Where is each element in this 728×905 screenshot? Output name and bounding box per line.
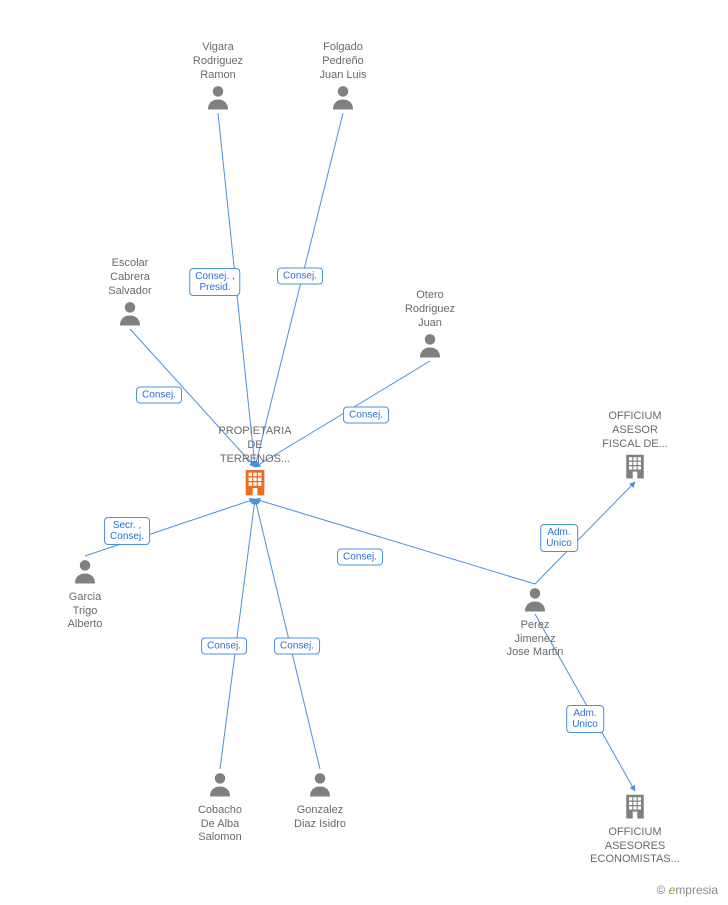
node-label-line: TERRENOS... bbox=[195, 453, 315, 467]
person-node-otero[interactable]: OteroRodriguezJuan bbox=[370, 289, 490, 365]
company-node-center[interactable]: PROPIETARIADETERRENOS... bbox=[195, 425, 315, 503]
edge-line bbox=[255, 499, 535, 584]
building-icon bbox=[620, 451, 650, 486]
edge-label-line: Consej. bbox=[280, 641, 314, 652]
node-label-line: FISCAL DE... bbox=[575, 438, 695, 452]
node-label-line: OFFICIUM bbox=[575, 410, 695, 424]
node-label-line: DE bbox=[195, 439, 315, 453]
company-node-officium_fiscal[interactable]: OFFICIUMASESORFISCAL DE... bbox=[575, 410, 695, 486]
edge-label: Consej. bbox=[343, 407, 389, 424]
edge-label-line: Secr. , bbox=[110, 520, 144, 531]
node-label-line: Salomon bbox=[160, 831, 280, 845]
edge-label: Adm.Unico bbox=[540, 524, 578, 552]
node-label-line: Juan Luis bbox=[283, 69, 403, 83]
person-node-folgado[interactable]: FolgadoPedreñoJuan Luis bbox=[283, 41, 403, 117]
edge-label-line: Consej. , bbox=[195, 271, 234, 282]
node-label-line: Escolar bbox=[70, 257, 190, 271]
person-node-garcia[interactable]: GarciaTrigoAlberto bbox=[25, 556, 145, 632]
company-node-officium_econ[interactable]: OFFICIUMASESORESECONOMISTAS... bbox=[575, 791, 695, 867]
node-label-line: Jose Martin bbox=[475, 646, 595, 660]
node-label-line: OFFICIUM bbox=[575, 826, 695, 840]
node-label-line: ECONOMISTAS... bbox=[575, 853, 695, 867]
edge-label-line: Adm. bbox=[572, 708, 598, 719]
person-icon bbox=[305, 769, 335, 804]
copyright-symbol: © bbox=[656, 883, 665, 897]
edge-line bbox=[255, 499, 320, 769]
person-icon bbox=[115, 298, 145, 333]
node-label-line: Salvador bbox=[70, 285, 190, 299]
node-label-line: Pedreño bbox=[283, 55, 403, 69]
person-icon bbox=[520, 584, 550, 619]
brand-rest: mpresia bbox=[675, 883, 718, 897]
node-label-line: Cabrera bbox=[70, 271, 190, 285]
edge-label: Secr. ,Consej. bbox=[104, 517, 150, 545]
node-label-line: Rodriguez bbox=[158, 55, 278, 69]
edge-label-line: Presid. bbox=[195, 282, 234, 293]
edge-label: Consej. bbox=[277, 268, 323, 285]
edge-label-line: Consej. bbox=[349, 410, 383, 421]
edge-label-line: Adm. bbox=[546, 527, 572, 538]
node-label-line: Vigara bbox=[158, 41, 278, 55]
person-node-perez[interactable]: PerezJimenezJose Martin bbox=[475, 584, 595, 660]
edge-label: Consej. bbox=[136, 387, 182, 404]
person-icon bbox=[415, 330, 445, 365]
person-node-gonzalez[interactable]: GonzalezDiaz Isidro bbox=[260, 769, 380, 831]
building-icon bbox=[239, 466, 271, 503]
watermark: © empresia bbox=[656, 883, 718, 897]
edge-label: Consej. bbox=[337, 549, 383, 566]
node-label-line: Juan bbox=[370, 317, 490, 331]
node-label-line: Jimenez bbox=[475, 633, 595, 647]
person-icon bbox=[328, 82, 358, 117]
person-icon bbox=[205, 769, 235, 804]
edge-label-line: Unico bbox=[572, 719, 598, 730]
node-label-line: Ramon bbox=[158, 69, 278, 83]
edge-label: Consej. bbox=[201, 638, 247, 655]
edge-label-line: Unico bbox=[546, 538, 572, 549]
edge-label-line: Consej. bbox=[110, 531, 144, 542]
person-node-escolar[interactable]: EscolarCabreraSalvador bbox=[70, 257, 190, 333]
edge-label-line: Consej. bbox=[142, 390, 176, 401]
edge-label-line: Consej. bbox=[207, 641, 241, 652]
node-label-line: Perez bbox=[475, 619, 595, 633]
node-label-line: Garcia bbox=[25, 591, 145, 605]
node-label-line: Folgado bbox=[283, 41, 403, 55]
node-label-line: Gonzalez bbox=[260, 804, 380, 818]
edge-line bbox=[255, 113, 343, 467]
node-label-line: Rodriguez bbox=[370, 303, 490, 317]
node-label-line: ASESORES bbox=[575, 840, 695, 854]
person-icon bbox=[70, 556, 100, 591]
person-node-vigara[interactable]: VigaraRodriguezRamon bbox=[158, 41, 278, 117]
node-label-line: Alberto bbox=[25, 618, 145, 632]
edge-label: Consej. bbox=[274, 638, 320, 655]
person-icon bbox=[203, 82, 233, 117]
node-label-line: Otero bbox=[370, 289, 490, 303]
edge-label-line: Consej. bbox=[283, 271, 317, 282]
node-label-line: ASESOR bbox=[575, 424, 695, 438]
node-label-line: Diaz Isidro bbox=[260, 818, 380, 832]
edge-label: Consej. ,Presid. bbox=[189, 268, 240, 296]
edge-line bbox=[220, 499, 255, 769]
node-label-line: PROPIETARIA bbox=[195, 425, 315, 439]
building-icon bbox=[620, 791, 650, 826]
node-label-line: Trigo bbox=[25, 605, 145, 619]
edge-label-line: Consej. bbox=[343, 552, 377, 563]
edge-label: Adm.Unico bbox=[566, 705, 604, 733]
